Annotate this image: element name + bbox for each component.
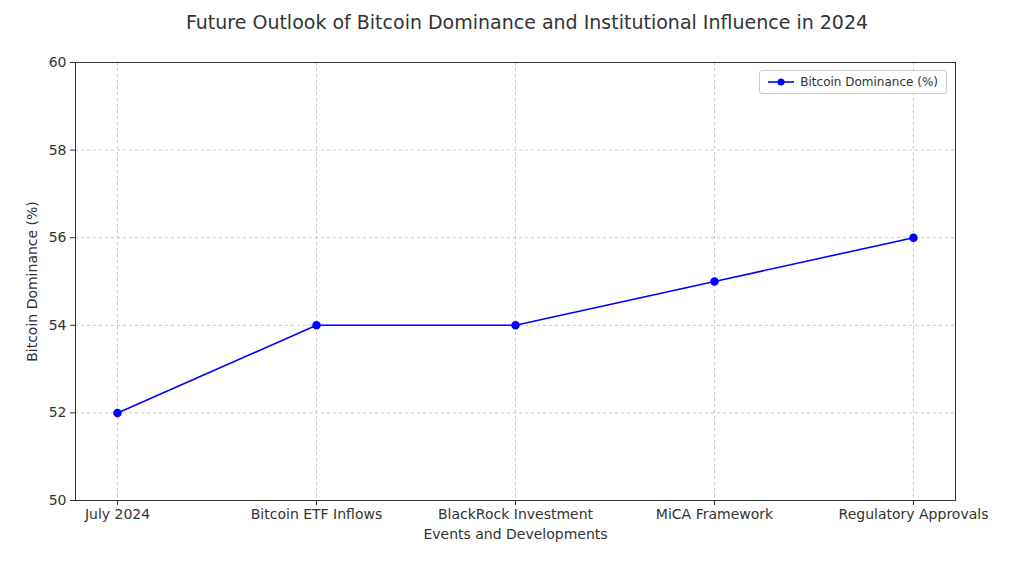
svg-text:58: 58: [49, 142, 67, 158]
svg-text:60: 60: [49, 54, 67, 70]
svg-text:MiCA Framework: MiCA Framework: [656, 506, 774, 522]
svg-text:Regulatory Approvals: Regulatory Approvals: [839, 506, 989, 522]
svg-text:52: 52: [49, 404, 67, 420]
html-text:Future Outlook of Bitcoin Domi: Future Outlook of Bitcoin Dominance and …: [185, 11, 869, 33]
svg-text:Bitcoin ETF Inflows: Bitcoin ETF Inflows: [251, 506, 383, 522]
svg-text:July 2024: July 2024: [84, 506, 150, 522]
svg-text:56: 56: [49, 229, 67, 245]
svg-text:Bitcoin Dominance (%): Bitcoin Dominance (%): [24, 201, 40, 362]
svg-text:BlackRock Investment: BlackRock Investment: [438, 506, 594, 522]
svg-text:Events and Developments: Events and Developments: [423, 526, 607, 542]
html-text:Bitcoin Dominance (%): Bitcoin Dominance (%): [800, 75, 938, 89]
svg-text:50: 50: [49, 492, 67, 508]
svg-text:54: 54: [49, 317, 67, 333]
